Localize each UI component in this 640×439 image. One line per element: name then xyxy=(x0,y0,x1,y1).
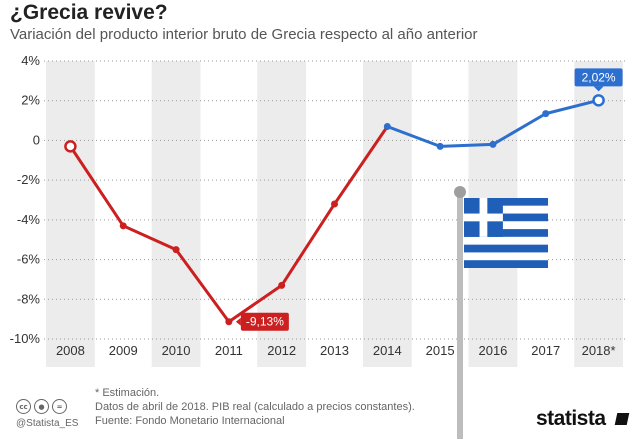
flag-stripe-3 xyxy=(464,221,548,230)
footer-notes: * Estimación. Datos de abril de 2018. PI… xyxy=(95,386,415,428)
line-segment-4 xyxy=(280,202,336,287)
data-point-2013 xyxy=(331,200,338,208)
line-segment-0 xyxy=(68,144,125,228)
data-point-2015 xyxy=(436,142,444,150)
xtick-label-2: 2010 xyxy=(162,343,191,358)
ytick-label-1: 2% xyxy=(21,93,40,108)
flag-stripe-4 xyxy=(464,229,548,237)
data-label-box-0 xyxy=(240,312,289,331)
xtick-label-10: 2018* xyxy=(582,343,616,358)
greek-flag-icon xyxy=(454,186,548,439)
data-point-2011 xyxy=(225,318,233,326)
xtick-label-0: 2008 xyxy=(56,343,85,358)
footnote-data: Datos de abril de 2018. PIB real (calcul… xyxy=(95,401,415,413)
line-segment-6 xyxy=(385,125,442,148)
footnote-estimate: * Estimación. xyxy=(95,387,160,399)
data-label-pointer-1 xyxy=(593,86,604,92)
person-icon: ● xyxy=(34,399,49,414)
line-segment-9 xyxy=(544,98,601,116)
band-2008 xyxy=(46,61,95,367)
data-point-2012 xyxy=(278,281,286,289)
line-segment-5 xyxy=(333,125,389,206)
band-2014 xyxy=(362,61,412,367)
flag-cross-h xyxy=(464,213,503,222)
xtick-label-7: 2015 xyxy=(426,343,455,358)
ytick-label-5: -6% xyxy=(17,252,41,267)
data-label-1: 2,02% xyxy=(582,70,616,84)
data-label-0: -9,13% xyxy=(246,315,284,329)
band-2010 xyxy=(151,61,201,367)
chart-title: ¿Grecia revive? xyxy=(10,1,168,24)
flag-pole xyxy=(457,192,463,439)
data-point-2014 xyxy=(383,123,391,131)
xtick-label-8: 2016 xyxy=(478,343,507,358)
brand-logo: statista xyxy=(536,407,606,430)
band-2018* xyxy=(574,61,623,367)
line-segment-2 xyxy=(174,248,231,324)
flag-stripe-5 xyxy=(464,236,548,245)
xtick-label-3: 2011 xyxy=(215,343,243,358)
ytick-label-6: -8% xyxy=(17,291,41,306)
line-segment-7 xyxy=(438,142,495,148)
footnote-source: Fuente: Fondo Monetario Internacional xyxy=(95,415,285,427)
ytick-label-4: -4% xyxy=(17,212,41,227)
chart-subtitle: Variación del producto interior bruto de… xyxy=(10,26,478,43)
flag-stripe-7 xyxy=(464,252,548,261)
xtick-label-1: 2009 xyxy=(109,343,138,358)
cc-icon: cc xyxy=(16,399,31,414)
ytick-label-2: 0 xyxy=(33,132,40,147)
flag-stripe-0 xyxy=(464,198,548,206)
license-icons: cc ● = xyxy=(16,399,67,414)
flag-stripe-2 xyxy=(464,213,548,222)
xtick-label-9: 2017 xyxy=(531,343,560,358)
data-label-pointer-0 xyxy=(235,317,241,326)
brand-mark-icon xyxy=(614,413,630,425)
data-point-2008 xyxy=(64,140,77,153)
flag-stripe-1 xyxy=(464,205,548,214)
equals-icon: = xyxy=(52,399,67,414)
flag-pole-top xyxy=(454,186,466,198)
data-point-2009 xyxy=(119,222,127,230)
ytick-label-7: -10% xyxy=(10,331,41,346)
xtick-label-6: 2014 xyxy=(373,343,402,358)
flag-stripe-6 xyxy=(464,244,548,253)
data-point-2016 xyxy=(489,140,497,148)
social-handle: @Statista_ES xyxy=(16,418,79,429)
flag-stripe-8 xyxy=(464,260,548,268)
data-label-box-1 xyxy=(574,68,623,87)
xtick-label-5: 2013 xyxy=(320,343,349,358)
data-point-2010 xyxy=(172,246,180,254)
line-segment-8 xyxy=(491,112,548,146)
line-segment-3 xyxy=(227,283,284,324)
ytick-label-0: 4% xyxy=(21,53,40,68)
ytick-label-3: -2% xyxy=(17,172,41,187)
data-point-2018* xyxy=(592,94,605,107)
line-segment-1 xyxy=(121,224,178,252)
xtick-label-4: 2012 xyxy=(267,343,296,358)
data-point-2017 xyxy=(542,110,550,118)
